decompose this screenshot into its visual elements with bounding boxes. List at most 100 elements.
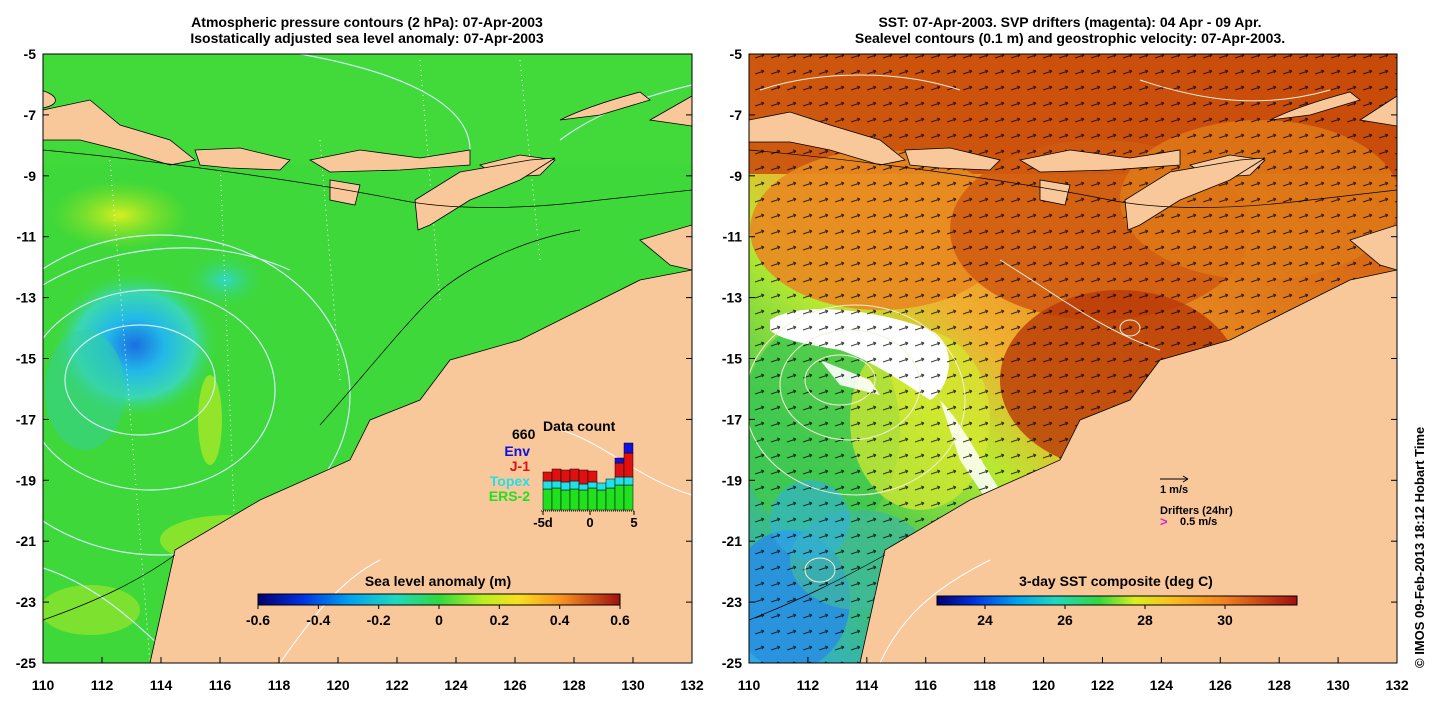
data-count-bar xyxy=(614,484,625,511)
data-count-bar xyxy=(623,476,634,486)
lat-label: -21 xyxy=(722,533,742,549)
data-count-bar xyxy=(569,480,580,490)
data-count-bar xyxy=(614,462,625,478)
lat-label: -5 xyxy=(730,46,743,62)
velocity-scale-label: 1 m/s xyxy=(1160,484,1188,496)
lon-label: 132 xyxy=(680,677,704,693)
sst-tick-label: 26 xyxy=(1057,612,1073,628)
sla-tick-label: -0.4 xyxy=(306,612,330,628)
lon-label: 122 xyxy=(385,677,409,693)
data-count-bar xyxy=(623,452,634,478)
sla-tick-label: -0.6 xyxy=(246,612,270,628)
drifter-arrow-icon: > xyxy=(1160,514,1168,529)
data-count-tick-label: 5 xyxy=(630,515,637,530)
sst-tick-label: 30 xyxy=(1217,612,1233,628)
left-title: Atmospheric pressure contours (2 hPa): 0… xyxy=(62,14,672,46)
sla-map xyxy=(43,54,692,663)
data-count-bar xyxy=(542,488,553,511)
sla-tick-label: 0 xyxy=(435,612,443,628)
lat-label: -15 xyxy=(722,351,742,367)
lat-label: -7 xyxy=(730,107,743,123)
lat-label: -9 xyxy=(24,168,37,184)
data-count-bar xyxy=(560,469,571,483)
data-count-bar xyxy=(596,489,607,511)
lat-label: -17 xyxy=(16,411,36,427)
data-count-bar xyxy=(560,481,571,491)
data-count-bar xyxy=(569,488,580,511)
lon-label: 112 xyxy=(91,677,114,693)
lat-label: -25 xyxy=(16,655,36,671)
right-title: SST: 07-Apr-2003. SVP drifters (magenta)… xyxy=(760,14,1380,46)
data-count-bars xyxy=(542,442,634,511)
lon-label: 116 xyxy=(209,677,232,693)
lon-label: 110 xyxy=(738,677,761,693)
lat-label: -25 xyxy=(722,655,742,671)
data-count-bar xyxy=(542,480,553,490)
data-count-bar xyxy=(587,470,598,483)
sla-tick-label: 0.2 xyxy=(490,612,510,628)
right-title-line2: Sealevel contours (0.1 m) and geostrophi… xyxy=(854,30,1286,46)
lon-label: 124 xyxy=(1150,677,1174,693)
velocity-scale: 1 m/s xyxy=(1160,475,1189,496)
sla-colorbar: Sea level anomaly (m) -0.6 -0.4 -0.2 0 0.2 0.… xyxy=(246,573,630,628)
data-count-bar xyxy=(578,489,589,511)
drifter-legend: Drifters (24hr) > 0.5 m/s xyxy=(1160,505,1233,529)
lat-label: -11 xyxy=(723,229,743,245)
left-title-line2: Isostatically adjusted sea level anomaly… xyxy=(190,30,544,46)
sst-map xyxy=(749,54,1397,663)
lat-label: -19 xyxy=(722,472,742,488)
lon-label: 128 xyxy=(562,677,586,693)
data-count-bar xyxy=(605,478,616,489)
data-count-bar xyxy=(578,469,589,485)
axes-labels: -5 -7 -9 -11 -13 -15 -17 -19 -21 -23 -25 110 112 114 1… xyxy=(16,46,1409,693)
data-count-legend-env: Env xyxy=(504,443,530,459)
sst-colorbar-label: 3-day SST composite (deg C) xyxy=(1019,573,1213,589)
lat-label: -7 xyxy=(24,107,37,123)
data-count-bar xyxy=(614,457,625,464)
lon-label: 128 xyxy=(1268,677,1292,693)
lon-label: 124 xyxy=(444,677,468,693)
lat-label: -13 xyxy=(16,290,36,306)
lat-label: -5 xyxy=(24,46,37,62)
lat-label: -23 xyxy=(722,594,742,610)
credit-text: © IMOS 09-Feb-2013 18:12 Hobart Time xyxy=(1412,426,1427,668)
sst-tick-label: 28 xyxy=(1137,612,1153,628)
drifter-legend-title: Drifters (24hr) xyxy=(1160,505,1233,517)
sla-tick-label: 0.4 xyxy=(550,612,570,628)
lon-label: 114 xyxy=(150,677,173,693)
sst-colorbar-ticks: 24 26 28 30 xyxy=(977,605,1233,628)
right-title-line1: SST: 07-Apr-2003. SVP drifters (magenta)… xyxy=(878,14,1262,30)
lon-label: 132 xyxy=(1385,677,1409,693)
lon-label: 116 xyxy=(914,677,937,693)
lat-label: -15 xyxy=(16,351,36,367)
data-count-bar xyxy=(560,489,571,511)
data-count-bar xyxy=(623,484,634,511)
lat-label: -9 xyxy=(730,168,743,184)
drifter-scale-label: 0.5 m/s xyxy=(1180,516,1217,528)
data-count-bar xyxy=(551,468,562,482)
lon-label: 130 xyxy=(621,677,645,693)
data-count-legend-topex: Topex xyxy=(490,473,530,489)
sst-colorbar: 3-day SST composite (deg C) 24 26 28 30 xyxy=(936,573,1298,628)
data-count-legend-ers-2: ERS-2 xyxy=(489,488,530,504)
sla-tick-label: -0.2 xyxy=(367,612,391,628)
data-count-total: 660 xyxy=(512,426,536,442)
lat-label: -23 xyxy=(16,594,36,610)
data-count-bar xyxy=(551,480,562,489)
left-title-line1: Atmospheric pressure contours (2 hPa): 0… xyxy=(191,14,543,30)
data-count-bar xyxy=(596,482,607,491)
sla-tick-label: 0.6 xyxy=(610,612,630,628)
lat-label: -19 xyxy=(16,472,36,488)
data-count-tick-label: 0 xyxy=(586,515,593,530)
lat-label: -13 xyxy=(722,290,742,306)
sla-colorbar-label: Sea level anomaly (m) xyxy=(365,573,511,589)
lon-label: 118 xyxy=(973,677,996,693)
data-count-bar xyxy=(542,471,553,482)
lat-label: -11 xyxy=(17,229,37,245)
data-count-bar xyxy=(587,487,598,511)
data-count-title: Data count xyxy=(543,418,616,434)
lon-label: 118 xyxy=(268,677,291,693)
data-count-tick-label: -5d xyxy=(533,515,553,530)
data-count-bar xyxy=(551,487,562,511)
